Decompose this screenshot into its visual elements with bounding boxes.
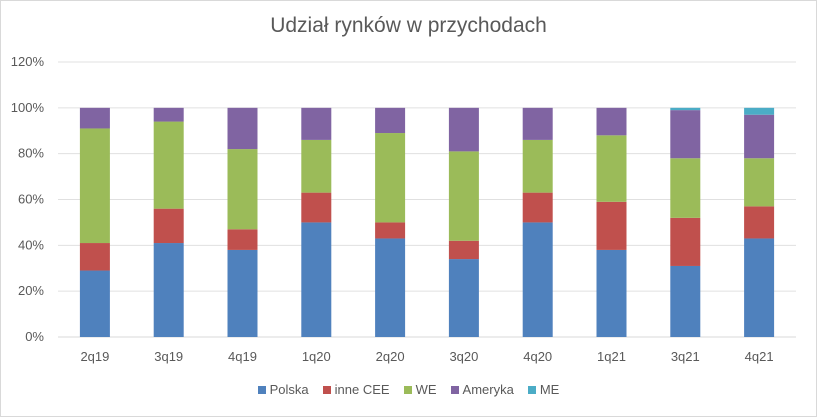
bar-segment-we bbox=[448, 151, 479, 241]
legend: Polska inne CEE WE Ameryka ME bbox=[0, 382, 817, 397]
bar-segment-ameryka bbox=[375, 107, 406, 134]
bar-segment-me bbox=[744, 107, 775, 115]
bar-segment-we bbox=[301, 139, 332, 193]
x-axis-ticks: 2q19 3q19 4q19 1q20 2q20 3q20 4q20 1q21 3q21 4q21 bbox=[80, 349, 773, 364]
bar-segment-me bbox=[670, 107, 701, 111]
bar-segment-inne-cee bbox=[79, 243, 110, 271]
bar-segment-inne-cee bbox=[448, 240, 479, 260]
y-axis-ticks: 0% 20% 40% 60% 80% 100% 120% bbox=[11, 54, 45, 344]
bar-segment-inne-cee bbox=[670, 217, 701, 266]
bar-segment-ameryka bbox=[522, 107, 553, 140]
bar-segment-we bbox=[744, 158, 775, 207]
x-tick-label: 2q20 bbox=[376, 349, 405, 364]
legend-item: WE bbox=[403, 382, 437, 397]
y-tick-label: 0% bbox=[25, 329, 44, 344]
x-tick-label: 1q20 bbox=[302, 349, 331, 364]
bar-segment-polska bbox=[301, 222, 332, 337]
y-tick-label: 80% bbox=[18, 146, 44, 161]
x-tick-label: 3q19 bbox=[154, 349, 183, 364]
legend-label: Ameryka bbox=[462, 382, 514, 397]
bar-segment-we bbox=[596, 135, 627, 202]
y-tick-label: 40% bbox=[18, 237, 44, 252]
x-tick-label: 3q20 bbox=[449, 349, 478, 364]
x-tick-label: 2q19 bbox=[80, 349, 109, 364]
bar-segment-ameryka bbox=[227, 107, 258, 150]
bar-segment-ameryka bbox=[670, 110, 701, 159]
legend-item: inne CEE bbox=[322, 382, 390, 397]
y-tick-label: 20% bbox=[18, 283, 44, 298]
bar-segment-ameryka bbox=[596, 107, 627, 136]
bar-segment-ameryka bbox=[79, 107, 110, 129]
x-tick-label: 4q21 bbox=[745, 349, 774, 364]
x-tick-label: 4q20 bbox=[523, 349, 552, 364]
legend-label: Polska bbox=[269, 382, 309, 397]
bar-segment-we bbox=[153, 121, 184, 209]
bar-segment-polska bbox=[522, 222, 553, 337]
bar-segment-polska bbox=[448, 259, 479, 337]
bar-segment-we bbox=[227, 149, 258, 230]
legend-swatch bbox=[527, 385, 536, 394]
y-tick-label: 60% bbox=[18, 192, 44, 207]
bar-segment-inne-cee bbox=[301, 192, 332, 223]
bar-segment-ameryka bbox=[153, 107, 184, 122]
legend-swatch bbox=[257, 385, 266, 394]
x-tick-label: 4q19 bbox=[228, 349, 257, 364]
y-tick-label: 120% bbox=[11, 54, 45, 69]
bar-segment-inne-cee bbox=[375, 222, 406, 239]
bar-segment-polska bbox=[79, 270, 110, 337]
y-tick-label: 100% bbox=[11, 100, 45, 115]
x-tick-label: 1q21 bbox=[597, 349, 626, 364]
chart-title: Udział rynków w przychodach bbox=[270, 14, 547, 37]
bar-segment-inne-cee bbox=[522, 192, 553, 223]
bar-segment-inne-cee bbox=[153, 208, 184, 244]
legend-label: inne CEE bbox=[334, 382, 390, 397]
bar-segment-ameryka bbox=[448, 107, 479, 152]
bar-segment-polska bbox=[227, 249, 258, 337]
legend-swatch bbox=[403, 385, 412, 394]
bar-segment-we bbox=[375, 133, 406, 223]
bar-segment-polska bbox=[596, 249, 627, 337]
bar-segment-inne-cee bbox=[596, 201, 627, 250]
legend-item: ME bbox=[527, 382, 560, 397]
legend-item: Polska bbox=[257, 382, 309, 397]
bar-segment-polska bbox=[153, 243, 184, 337]
bar-segment-polska bbox=[744, 238, 775, 337]
bar-segment-we bbox=[79, 128, 110, 244]
bar-segment-we bbox=[522, 139, 553, 193]
legend-swatch bbox=[322, 385, 331, 394]
legend-swatch bbox=[450, 385, 459, 394]
bar-segment-inne-cee bbox=[744, 206, 775, 239]
legend-item: Ameryka bbox=[450, 382, 514, 397]
bar-segment-inne-cee bbox=[227, 229, 258, 250]
bars bbox=[79, 107, 775, 337]
bar-segment-we bbox=[670, 158, 701, 218]
bar-segment-polska bbox=[375, 238, 406, 337]
legend-label: ME bbox=[539, 382, 560, 397]
x-tick-label: 3q21 bbox=[671, 349, 700, 364]
legend-label: WE bbox=[415, 382, 437, 397]
bar-segment-ameryka bbox=[301, 107, 332, 140]
bar-segment-polska bbox=[670, 265, 701, 337]
bar-segment-ameryka bbox=[744, 114, 775, 159]
